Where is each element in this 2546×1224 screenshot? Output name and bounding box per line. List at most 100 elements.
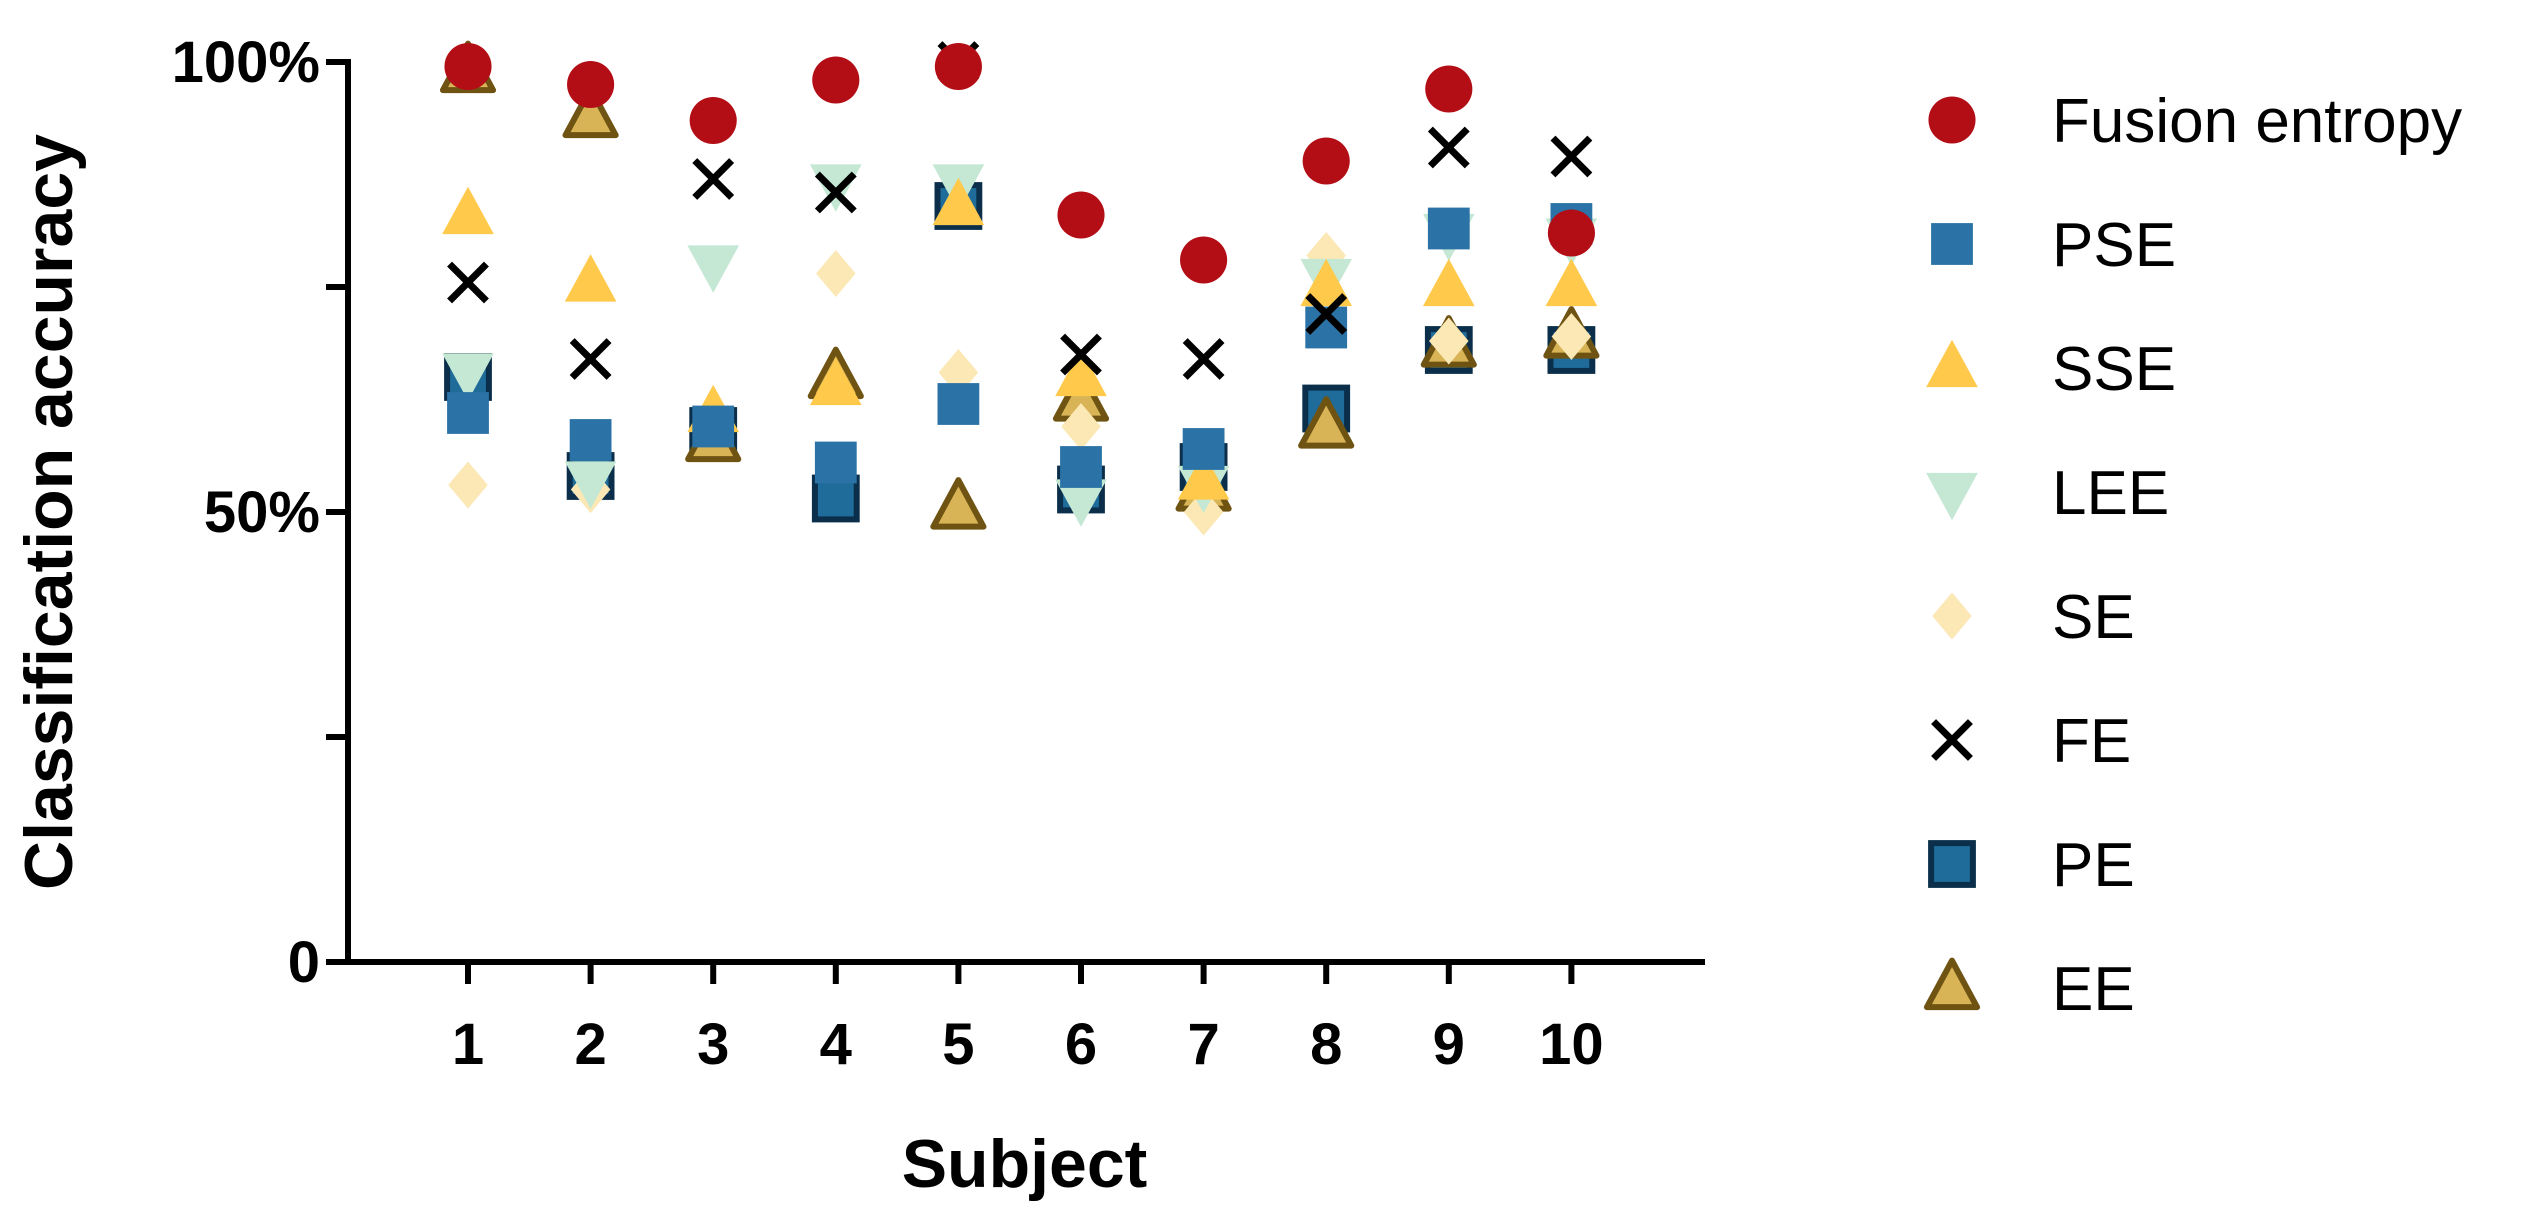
point-fusion-entropy [567,60,615,109]
point-sse [809,357,862,406]
point-sse [932,177,985,226]
point-ee [930,477,987,530]
legend-item-fusion-entropy: Fusion entropy [1928,87,2462,156]
legend: Fusion entropy PSE SSE LEE SE FE PE EE [1923,87,2462,1024]
legend-label-fe: FE [2052,707,2131,776]
y-tick-label: 50% [204,480,320,545]
series-sse [442,177,1598,500]
legend-label-ee: EE [2052,955,2135,1024]
series-se [448,231,1592,536]
y-tick-label: 0 [288,930,320,995]
x-tick-label: 4 [820,1012,852,1077]
point-sse [1545,258,1598,307]
point-fe [1550,135,1593,178]
series-ee [439,40,1600,530]
point-pse [447,392,489,434]
x-tick-label: 7 [1187,1012,1219,1077]
series-fe [447,41,1593,380]
legend-label-lee: LEE [2052,459,2169,528]
legend-item-lee: LEE [1926,459,2169,528]
point-pse [1427,207,1470,250]
x-tick-label: 8 [1310,1012,1342,1077]
series-pe [444,182,1596,523]
point-fusion-entropy [444,42,492,91]
point-lee [442,353,494,401]
point-se [816,249,856,298]
x-tick-label: 1 [452,1012,484,1077]
legend-item-ee: EE [1923,955,2135,1024]
point-fe [814,171,857,214]
point-fusion-entropy [1302,137,1350,185]
point-fe [569,338,612,380]
legend-marker-pse [1931,223,1973,265]
point-sse [564,254,617,302]
point-pse [1060,446,1102,488]
legend-label-sse: SSE [2052,335,2176,404]
legend-label-pe: PE [2052,831,2135,900]
legend-marker-se [1932,592,1972,640]
y-axis-ticks: 0 50% 100% [172,30,348,995]
x-axis-title: Subject [902,1126,1148,1202]
series-lee [442,164,1598,527]
legend-marker-fusion-entropy [1928,96,1976,144]
point-pse [814,441,857,484]
point-sse [1422,258,1475,307]
point-pse [937,383,980,425]
legend-marker-lee [1926,472,1978,521]
legend-marker-ee [1923,957,1981,1011]
point-ee [1298,396,1355,449]
legend-item-se: SE [1932,583,2135,652]
legend-item-sse: SSE [1926,335,2176,404]
point-fusion-entropy [1057,191,1105,239]
x-tick-label: 3 [697,1012,729,1077]
x-tick-label: 6 [1065,1012,1097,1077]
point-fe [1182,338,1225,380]
y-tick-label: 100% [172,30,320,95]
series-pse [447,203,1593,488]
point-fusion-entropy [1547,209,1595,257]
point-pse [569,419,612,461]
point-pe [811,474,860,523]
point-sse [1300,258,1353,307]
point-se [1551,312,1592,361]
legend-item-fe: FE [1931,707,2131,776]
point-sse [1177,452,1230,500]
point-se [1429,317,1469,365]
legend-item-pe: PE [1928,831,2135,900]
point-pse [692,405,735,448]
point-fe [1305,293,1348,335]
point-sse [1055,348,1107,397]
x-tick-label: 5 [942,1012,974,1077]
series-fusion-entropy [444,42,1595,284]
plot-area: 0 50% 100% 1 2 3 4 5 6 7 8 9 10 [172,30,1705,1077]
point-fusion-entropy [689,96,737,145]
x-tick-label: 10 [1539,1012,1604,1077]
x-tick-label: 2 [574,1012,606,1077]
legend-label-se: SE [2052,583,2135,652]
point-fe [447,261,489,304]
point-fusion-entropy [1180,236,1228,284]
legend-marker-pe [1928,840,1976,888]
point-lee [687,245,740,293]
point-se [1061,402,1101,451]
y-axis-title: Classification accuracy [11,134,87,890]
data-points [439,40,1600,536]
point-se [448,461,488,509]
point-fe [692,158,735,200]
point-ee [562,85,619,139]
x-axis-ticks: 1 2 3 4 5 6 7 8 9 10 [452,962,1604,1077]
legend-item-pse: PSE [1931,211,2176,280]
point-fe [1427,126,1470,169]
point-lee [564,461,617,509]
x-tick-label: 9 [1433,1012,1465,1077]
point-fusion-entropy [934,42,982,91]
point-fusion-entropy [1425,65,1473,113]
point-lee [1055,479,1107,527]
legend-marker-sse [1926,339,1978,388]
point-fusion-entropy [812,56,860,104]
point-pse [1182,428,1225,470]
legend-label-fusion-entropy: Fusion entropy [2052,87,2462,156]
legend-marker-fe [1931,719,1973,761]
point-fe [1060,333,1102,376]
